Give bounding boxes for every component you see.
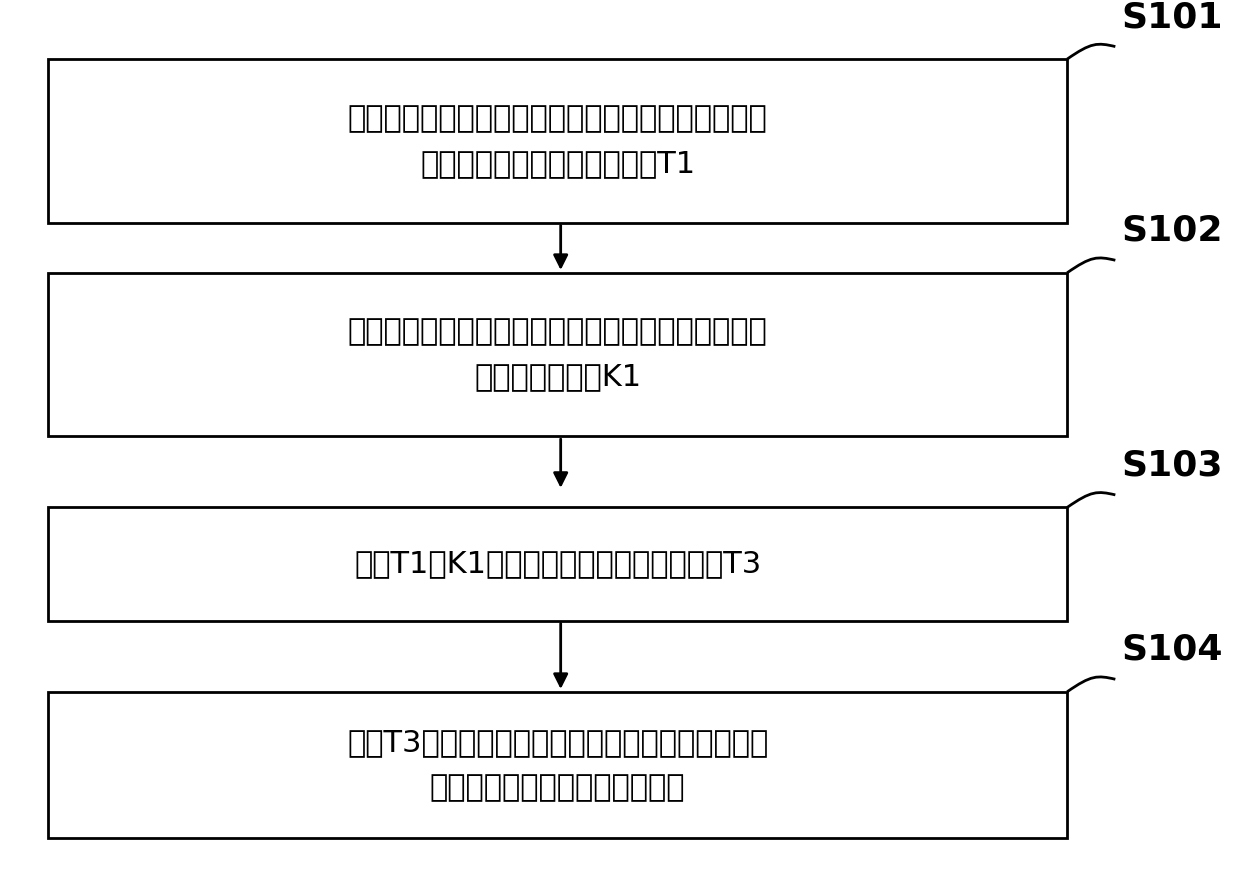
Text: S102: S102 [1121,214,1223,248]
Bar [48,59,1068,222]
Bar [48,691,1068,839]
Text: 根据加速蹏板开度和加速蹏板开度变化率确定第一需
求力矩补偿系数K1: 根据加速蹏板开度和加速蹏板开度变化率确定第一需 求力矩补偿系数K1 [347,317,768,392]
Text: S103: S103 [1121,448,1223,482]
Text: 根据车速、加速蹏板开度和驱动电机转速得到踩加速
蹏板时驱动电机初始需求力矩T1: 根据车速、加速蹏板开度和驱动电机转速得到踩加速 蹏板时驱动电机初始需求力矩T1 [347,104,768,178]
Text: S101: S101 [1121,0,1223,34]
Text: 根据T1和K1得到驱动电机的理想需求力矩T3: 根据T1和K1得到驱动电机的理想需求力矩T3 [355,549,761,578]
Bar [48,508,1068,621]
Bar [48,273,1068,436]
Text: S104: S104 [1121,633,1223,667]
Text: 根据T3、驱动电机最大驱动力矩和驱动最大回馈力
矩得到驱动电机的最终需求力矩: 根据T3、驱动电机最大驱动力矩和驱动最大回馈力 矩得到驱动电机的最终需求力矩 [347,728,769,802]
